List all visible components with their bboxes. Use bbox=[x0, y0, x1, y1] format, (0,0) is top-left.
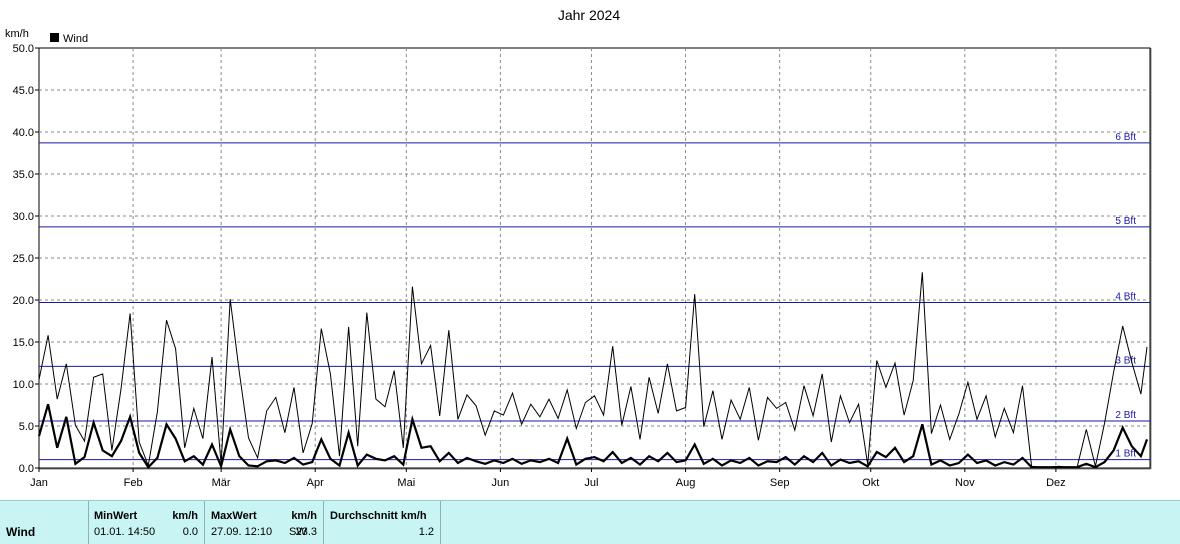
statistics-table: Wind MinWert km/h 01.01. 14:50 0.0 MaxWe… bbox=[0, 500, 1180, 544]
y-tick-label: 45.0 bbox=[13, 85, 34, 97]
y-tick-label: 20.0 bbox=[13, 295, 34, 307]
y-tick-label: 0.0 bbox=[19, 463, 34, 475]
x-tick-label: Jan bbox=[30, 477, 48, 489]
y-axis-ticks: 0.0 5.0 10.0 15.0 20.0 25.0 30.0 35.0 40.0 45.0 50… bbox=[13, 43, 39, 475]
wind-chart: Jahr 2024 km/h Wind 1 Bft 2 Bft 3 Bft 4 Bft… bbox=[5, 7, 1152, 489]
min-unit: km/h bbox=[172, 510, 198, 522]
legend-label: Wind bbox=[63, 33, 88, 45]
stats-label-cell bbox=[0, 501, 89, 544]
x-tick-label: Apr bbox=[307, 477, 324, 489]
max-direction: SW bbox=[289, 526, 307, 538]
x-tick-label: Aug bbox=[676, 477, 696, 489]
average-cell: Durchschnitt km/h 1.2 bbox=[324, 501, 441, 544]
series-group bbox=[37, 272, 1149, 470]
wind-average-line bbox=[37, 403, 1149, 470]
beaufort-lines: 1 Bft 2 Bft 3 Bft 4 Bft 5 Bft 6 Bft bbox=[39, 132, 1150, 461]
y-tick-label: 40.0 bbox=[13, 127, 34, 139]
min-datetime: 01.01. 14:50 bbox=[94, 526, 156, 538]
chart-title: Jahr 2024 bbox=[558, 7, 620, 23]
x-tick-label: Feb bbox=[124, 477, 143, 489]
beaufort-label: 1 Bft bbox=[1115, 449, 1136, 460]
stats-row-label: Wind bbox=[6, 525, 36, 539]
min-value: 0.0 bbox=[182, 526, 198, 538]
beaufort-label: 4 Bft bbox=[1115, 292, 1136, 303]
x-tick-label: Nov bbox=[955, 477, 975, 489]
x-tick-label: Jun bbox=[492, 477, 510, 489]
y-tick-label: 10.0 bbox=[13, 379, 34, 391]
beaufort-label: 5 Bft bbox=[1115, 216, 1136, 227]
avg-header: Durchschnitt km/h bbox=[330, 510, 427, 522]
y-axis-unit: km/h bbox=[5, 28, 29, 40]
x-tick-label: Mai bbox=[397, 477, 415, 489]
y-tick-label: 50.0 bbox=[13, 43, 34, 55]
x-axis-ticks: Jan Feb Mär Apr Mai Jun Jul Aug Sep Okt Nov Dez bbox=[30, 468, 1066, 489]
beaufort-label: 2 Bft bbox=[1115, 410, 1136, 421]
legend-swatch bbox=[50, 33, 59, 42]
grid-lines bbox=[39, 48, 1150, 468]
max-value: 23.3 bbox=[295, 526, 317, 538]
y-tick-label: 15.0 bbox=[13, 337, 34, 349]
max-unit: km/h bbox=[291, 510, 317, 522]
max-header: MaxWert bbox=[211, 510, 257, 522]
x-tick-label: Jul bbox=[584, 477, 598, 489]
x-tick-label: Dez bbox=[1046, 477, 1066, 489]
beaufort-label: 6 Bft bbox=[1115, 132, 1136, 143]
wind-gust-line bbox=[38, 272, 1148, 468]
avg-value: 1.2 bbox=[418, 526, 434, 538]
y-tick-label: 30.0 bbox=[13, 211, 34, 223]
beaufort-label: 3 Bft bbox=[1115, 355, 1136, 366]
y-tick-label: 35.0 bbox=[13, 169, 34, 181]
min-value-cell: MinWert km/h 01.01. 14:50 0.0 bbox=[89, 501, 205, 544]
y-tick-label: 5.0 bbox=[19, 421, 34, 433]
y-tick-label: 25.0 bbox=[13, 253, 34, 265]
x-tick-label: Okt bbox=[862, 477, 879, 489]
max-value-cell: MaxWert km/h 27.09. 12:10 SW 23.3 bbox=[205, 501, 324, 544]
max-datetime: 27.09. 12:10 bbox=[211, 526, 273, 538]
x-tick-label: Sep bbox=[770, 477, 790, 489]
x-tick-label: Mär bbox=[212, 477, 231, 489]
min-header: MinWert bbox=[94, 510, 138, 522]
